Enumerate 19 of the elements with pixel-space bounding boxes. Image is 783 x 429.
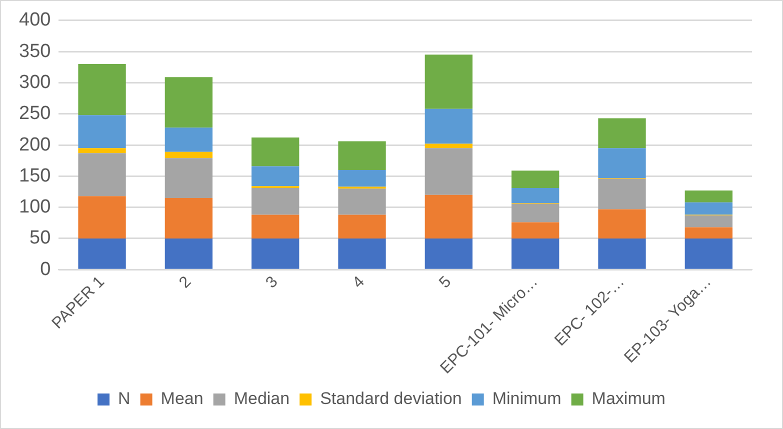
x-tick-label: 3: [262, 273, 282, 292]
y-tick-label: 400: [19, 10, 51, 31]
x-tick-label: 2: [176, 273, 195, 292]
y-tick-label: 0: [40, 258, 51, 280]
y-tick-label: 350: [19, 40, 51, 62]
legend-label: Maximum: [592, 389, 666, 408]
y-tick-label: 250: [19, 103, 51, 124]
legend-label: Minimum: [492, 389, 562, 408]
legend-label: N: [118, 389, 130, 408]
x-tick-label: 5: [436, 273, 455, 292]
y-tick-label: 150: [19, 165, 51, 186]
legend-label: Mean: [160, 389, 204, 408]
legend-label: Standard deviation: [320, 389, 462, 408]
y-tick-label: 300: [19, 72, 51, 93]
y-tick-label: 100: [19, 196, 51, 218]
x-tick-label: 4: [350, 273, 368, 292]
y-tick-label: 200: [19, 134, 51, 156]
y-tick-label: 50: [30, 228, 51, 249]
legend-label: Median: [234, 389, 290, 408]
